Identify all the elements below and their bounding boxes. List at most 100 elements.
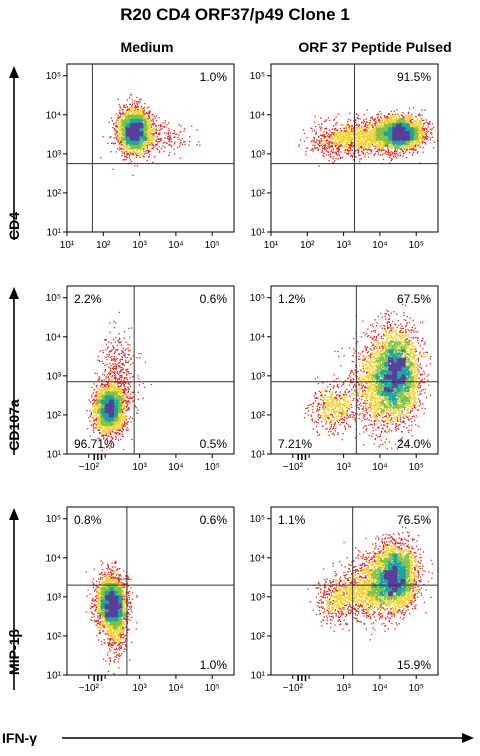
- event-dot: [374, 142, 376, 144]
- event-dot: [354, 131, 356, 133]
- event-dot: [335, 144, 337, 147]
- event-dot: [142, 119, 144, 121]
- event-dot: [176, 146, 179, 149]
- event-dot: [120, 124, 122, 127]
- event-dot: [142, 139, 144, 141]
- event-dot: [127, 128, 129, 131]
- event-dot: [325, 139, 327, 141]
- event-dot: [365, 148, 367, 150]
- event-dot: [329, 154, 331, 156]
- event-dot: [352, 155, 354, 157]
- event-dot: [131, 138, 133, 141]
- event-dot: [388, 157, 391, 159]
- event-dot: [146, 116, 148, 118]
- event-dot: [363, 143, 365, 145]
- event-dot: [148, 121, 150, 123]
- event-dot: [379, 120, 381, 122]
- event-dot: [368, 123, 371, 125]
- event-dot: [129, 125, 131, 127]
- event-dot: [137, 149, 139, 151]
- event-dot: [324, 145, 326, 147]
- event-dot: [359, 154, 361, 156]
- event-dot: [130, 147, 132, 150]
- event-dot: [345, 145, 347, 147]
- event-dot: [332, 156, 335, 158]
- event-dot: [358, 127, 360, 129]
- event-dot: [127, 143, 129, 146]
- event-dot: [378, 143, 380, 145]
- event-dot: [102, 136, 104, 138]
- event-dot: [124, 137, 126, 139]
- event-dot: [373, 138, 375, 140]
- event-dot: [348, 145, 350, 147]
- event-dot: [131, 129, 134, 131]
- event-dot: [342, 135, 345, 137]
- event-dot: [410, 146, 412, 148]
- event-dot: [431, 136, 434, 138]
- event-dot: [365, 139, 367, 141]
- event-dot: [118, 137, 121, 139]
- event-dot: [331, 128, 333, 130]
- event-dot: [121, 108, 123, 110]
- event-dot: [422, 129, 424, 131]
- event-dot: [422, 133, 424, 135]
- event-dot: [151, 139, 153, 141]
- event-dot: [129, 135, 131, 137]
- event-dot: [425, 133, 428, 135]
- event-dot: [389, 117, 391, 119]
- event-dot: [375, 130, 377, 132]
- event-dot: [122, 138, 124, 140]
- event-dot: [136, 142, 138, 145]
- event-dot: [137, 105, 139, 108]
- event-dot: [419, 137, 422, 140]
- event-dot: [345, 124, 347, 126]
- event-dot: [336, 142, 338, 144]
- event-dot: [340, 144, 342, 146]
- event-dot: [392, 115, 394, 118]
- event-dot: [391, 116, 393, 118]
- event-dot: [338, 135, 340, 137]
- event-dot: [347, 128, 349, 130]
- event-dot: [329, 139, 331, 141]
- event-dot: [391, 122, 393, 124]
- event-dot: [335, 139, 337, 141]
- event-dot: [115, 151, 118, 153]
- event-dot: [402, 150, 404, 152]
- event-dot: [387, 144, 389, 146]
- event-dot: [136, 102, 138, 104]
- event-dot: [313, 136, 315, 139]
- event-dot: [347, 130, 349, 132]
- event-dot: [369, 146, 371, 148]
- event-dot: [123, 125, 125, 127]
- event-dot: [369, 136, 371, 138]
- event-dot: [394, 115, 396, 117]
- event-dot: [424, 141, 426, 144]
- event-dot: [158, 141, 160, 143]
- event-dot: [124, 136, 126, 138]
- event-dot: [394, 122, 396, 124]
- event-dot: [132, 145, 134, 147]
- event-dot: [325, 119, 328, 121]
- event-dot: [143, 134, 145, 136]
- event-dot: [328, 141, 330, 143]
- event-dot: [139, 129, 141, 131]
- event-dot: [324, 134, 326, 136]
- event-dot: [136, 137, 138, 139]
- event-dot: [131, 136, 133, 138]
- event-dot: [349, 130, 351, 132]
- event-dot: [148, 140, 150, 142]
- event-dot: [328, 119, 331, 121]
- event-dot: [123, 147, 125, 149]
- event-dot: [416, 137, 418, 139]
- event-dot: [423, 136, 425, 139]
- event-dot: [326, 148, 329, 150]
- event-dot: [370, 125, 372, 127]
- event-dot: [119, 121, 121, 123]
- event-dot: [130, 138, 132, 141]
- event-dot: [122, 129, 124, 132]
- event-dot: [148, 156, 150, 158]
- event-dot: [140, 111, 142, 113]
- event-dot: [356, 113, 358, 115]
- event-dot: [127, 141, 129, 143]
- event-dot: [115, 125, 117, 127]
